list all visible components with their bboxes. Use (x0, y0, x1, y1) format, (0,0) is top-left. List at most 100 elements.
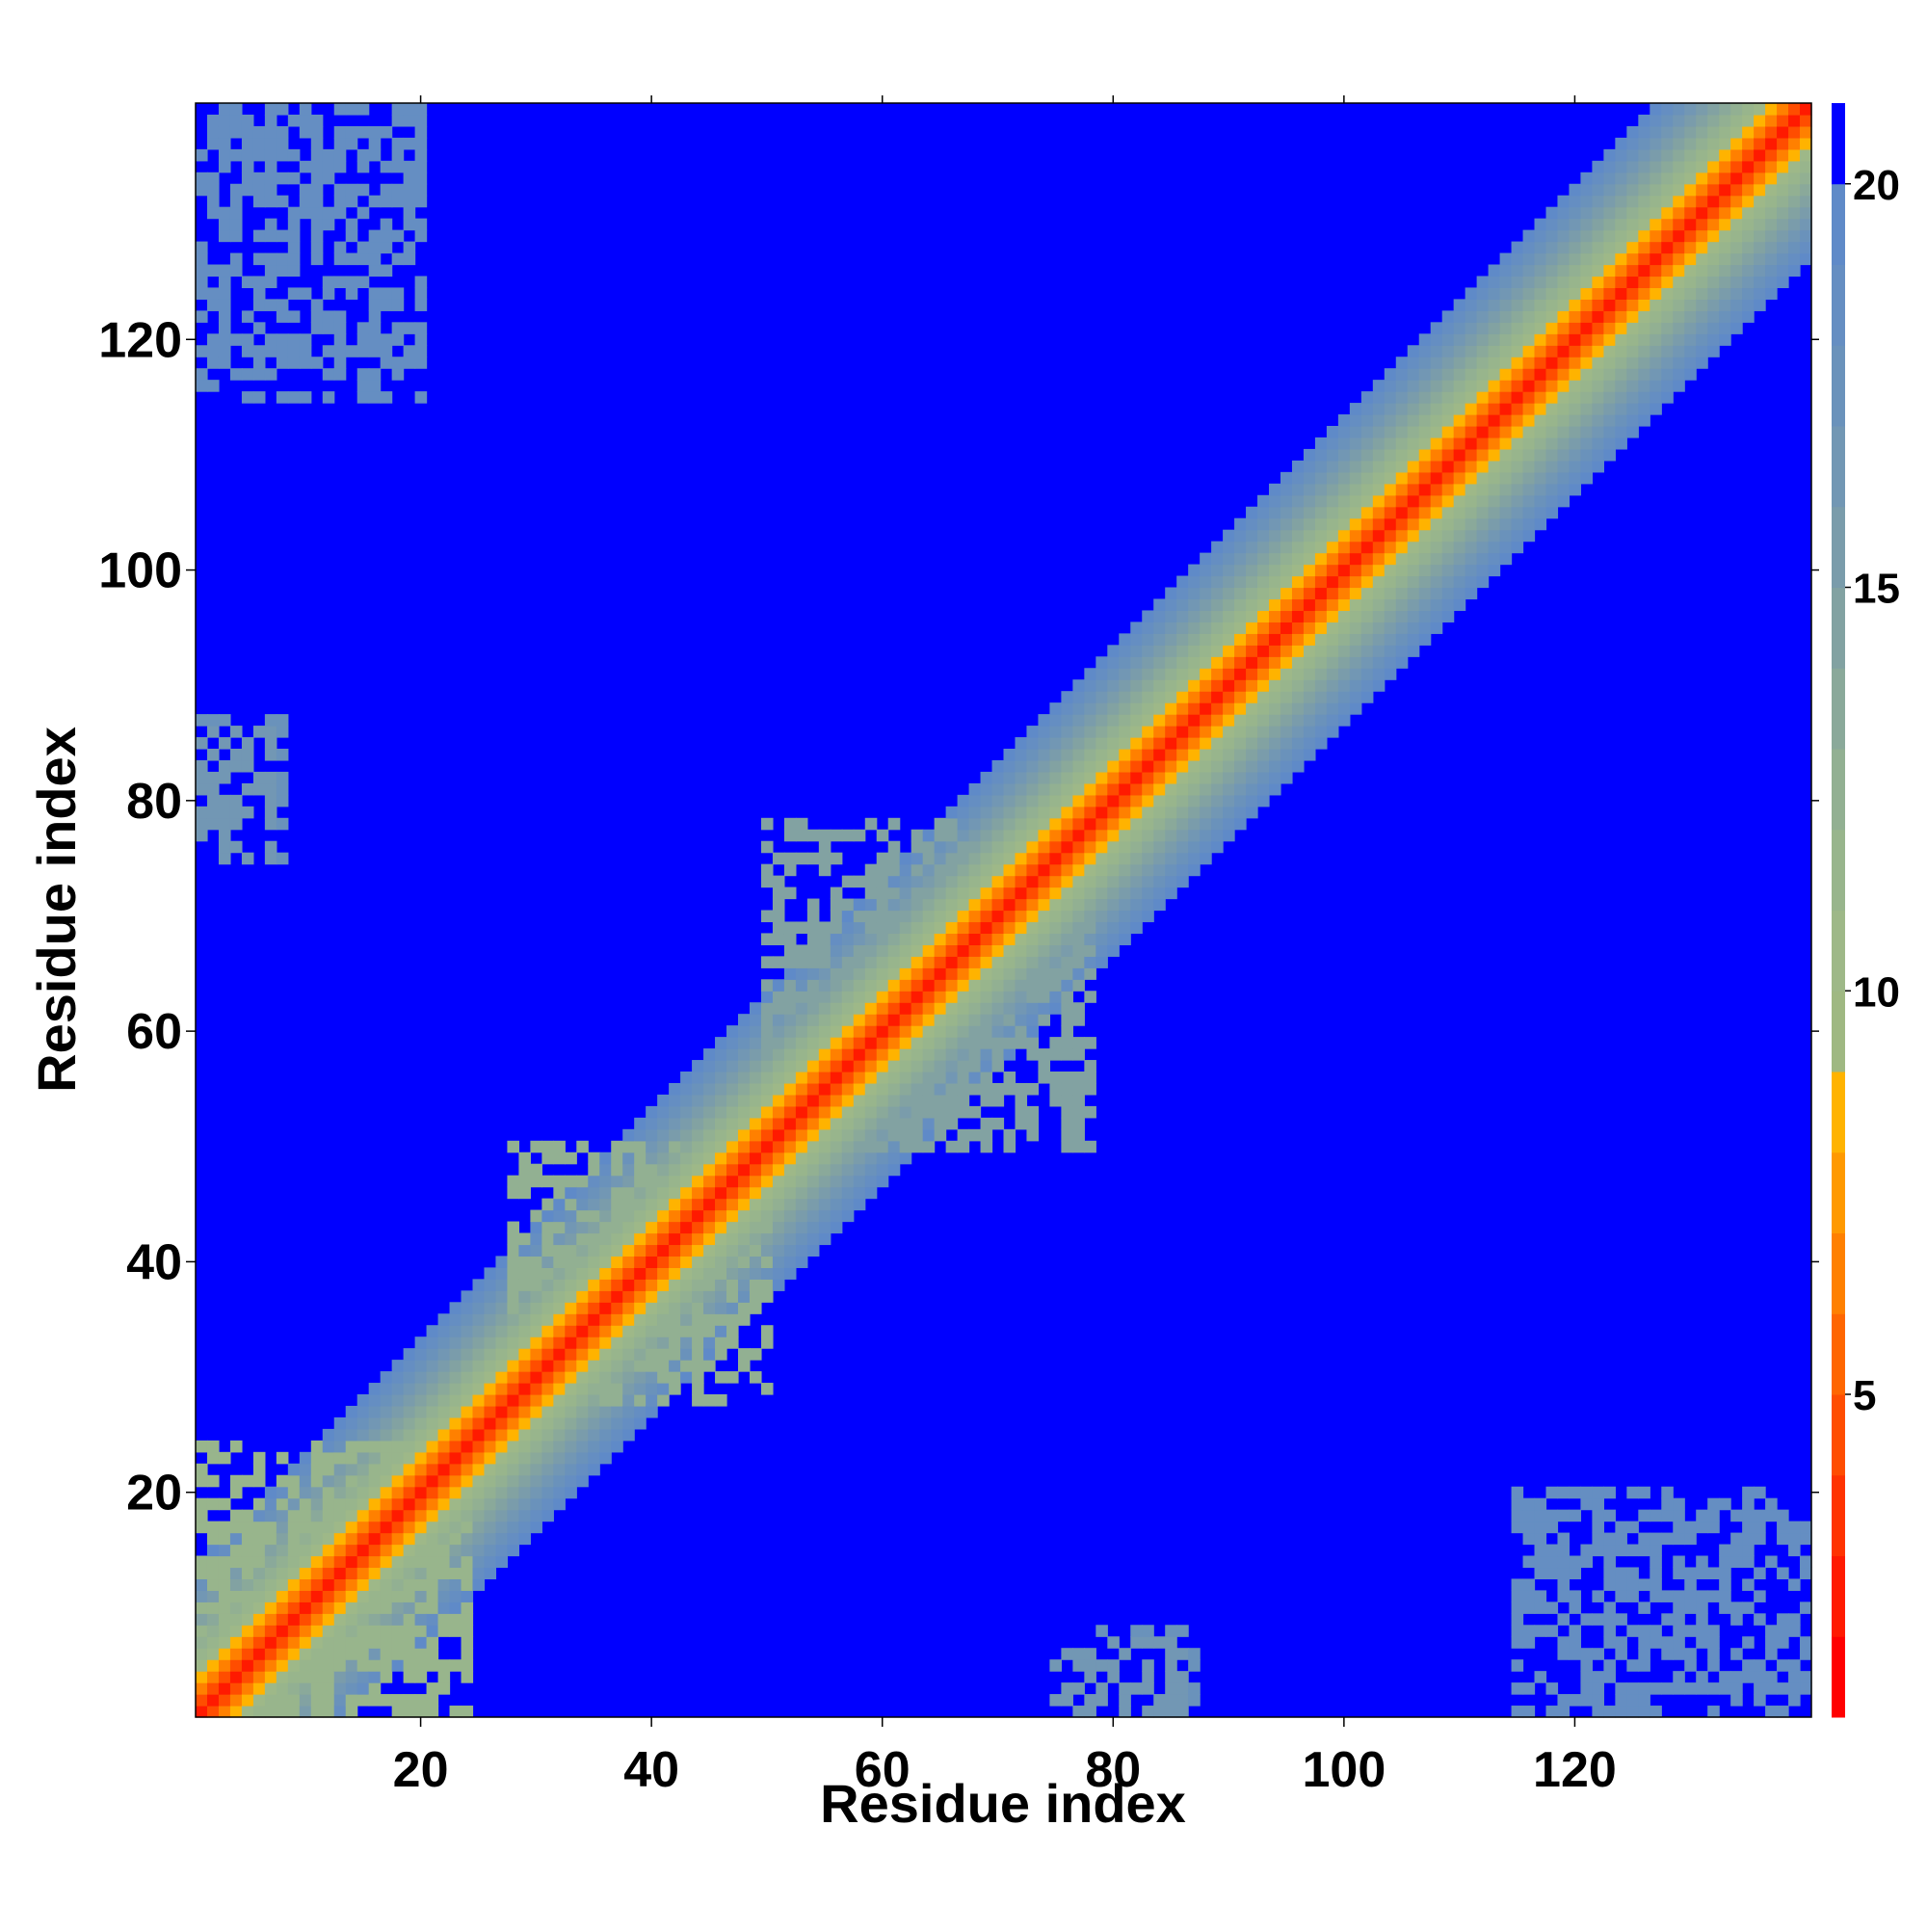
heatmap-cell (1280, 575, 1293, 589)
heatmap-cell (276, 1694, 289, 1707)
heatmap-cell (299, 1694, 312, 1707)
heatmap-cell (299, 114, 312, 127)
heatmap-cell (1742, 114, 1755, 127)
heatmap-cell (1534, 357, 1547, 369)
heatmap-cell (1638, 206, 1650, 220)
heatmap-cell (472, 1532, 486, 1546)
heatmap-cell (553, 1256, 566, 1268)
heatmap-cell (414, 1474, 428, 1488)
heatmap-cell (276, 749, 289, 761)
heatmap-cell (414, 1405, 428, 1418)
heatmap-cell (887, 863, 901, 877)
heatmap-cell (1696, 229, 1708, 243)
heatmap-cell (1360, 564, 1374, 577)
heatmap-cell (1395, 448, 1409, 462)
heatmap-cell (310, 1567, 324, 1580)
heatmap-cell (461, 1521, 474, 1534)
heatmap-cell (414, 276, 428, 289)
heatmap-cell (1418, 448, 1432, 462)
heatmap-cell (345, 276, 358, 289)
heatmap-cell (634, 1348, 647, 1361)
heatmap-cell (368, 252, 382, 266)
heatmap-cell (565, 1244, 577, 1257)
heatmap-cell (795, 1256, 808, 1268)
heatmap-cell (1211, 633, 1224, 646)
heatmap-cell (1038, 737, 1051, 750)
heatmap-cell (414, 114, 428, 127)
heatmap-cell (657, 1117, 670, 1130)
heatmap-cell (1003, 771, 1016, 784)
heatmap-cell (1084, 875, 1096, 888)
heatmap-cell (196, 1636, 208, 1649)
heatmap-cell (599, 1163, 612, 1177)
heatmap-cell (1661, 264, 1674, 278)
heatmap-cell (530, 1451, 542, 1465)
heatmap-cell (206, 345, 220, 357)
heatmap-cell (1153, 887, 1166, 900)
heatmap-cell (1337, 529, 1351, 543)
heatmap-cell (968, 1082, 982, 1096)
heatmap-cell (1407, 391, 1420, 404)
heatmap-cell (634, 1416, 647, 1430)
heatmap-cell (957, 875, 970, 888)
heatmap-cell (1592, 1544, 1604, 1557)
heatmap-cell (737, 1302, 751, 1314)
heatmap-cell (380, 1636, 393, 1649)
heatmap-cell (1084, 1659, 1096, 1672)
heatmap-cell (830, 1025, 843, 1038)
heatmap-cell (1038, 967, 1051, 980)
heatmap-cell (1580, 1694, 1594, 1707)
heatmap-cell (703, 1290, 716, 1303)
heatmap-cell (414, 1625, 428, 1637)
heatmap-cell (669, 1082, 681, 1096)
heatmap-cell (1107, 898, 1120, 912)
heatmap-cell (692, 1221, 704, 1234)
heatmap-cell (449, 1463, 462, 1476)
heatmap-cell (1360, 391, 1374, 404)
heatmap-cell (1314, 448, 1328, 462)
heatmap-cell (726, 1371, 739, 1384)
heatmap-cell (968, 944, 982, 957)
heatmap-cell (772, 875, 785, 888)
heatmap-cell (449, 1555, 462, 1569)
heatmap-cell (646, 1128, 658, 1142)
heatmap-cell (957, 921, 970, 935)
heatmap-cell (1084, 1694, 1096, 1707)
heatmap-cell (252, 1671, 266, 1683)
heatmap-cell (287, 1694, 301, 1707)
heatmap-cell (669, 1175, 681, 1188)
heatmap-cell (333, 1682, 347, 1695)
heatmap-cell (1488, 333, 1501, 346)
heatmap-cell (310, 206, 324, 220)
heatmap-cell (1061, 967, 1073, 980)
heatmap-cell (1638, 1625, 1650, 1637)
heatmap-cell (368, 229, 382, 243)
heatmap-cell (772, 1082, 785, 1096)
heatmap-cell (899, 863, 912, 877)
heatmap-cell (310, 322, 324, 334)
heatmap-cell (1696, 183, 1708, 197)
heatmap-cell (391, 1521, 405, 1534)
heatmap-cell (1119, 782, 1131, 796)
heatmap-cell (737, 1256, 751, 1268)
heatmap-cell (1626, 1521, 1639, 1534)
heatmap-cell (1592, 218, 1604, 231)
heatmap-cell (1707, 1509, 1720, 1522)
heatmap-cell (437, 1371, 451, 1384)
heatmap-cell (1777, 1613, 1789, 1626)
heatmap-cell (1395, 483, 1409, 496)
heatmap-cell (737, 1082, 751, 1096)
heatmap-cell (749, 1244, 762, 1257)
heatmap-cell (1673, 183, 1685, 197)
heatmap-cell (299, 1463, 312, 1476)
heatmap-cell (622, 1325, 635, 1337)
heatmap-cell (1476, 552, 1490, 566)
heatmap-cell (1603, 426, 1616, 438)
heatmap-cell (1407, 587, 1420, 600)
heatmap-cell (1742, 287, 1755, 300)
heatmap-cell (196, 1706, 208, 1718)
heatmap-cell (322, 1544, 335, 1557)
heatmap-cell (333, 160, 347, 173)
heatmap-cell (806, 1163, 820, 1177)
heatmap-cell (507, 1371, 519, 1384)
